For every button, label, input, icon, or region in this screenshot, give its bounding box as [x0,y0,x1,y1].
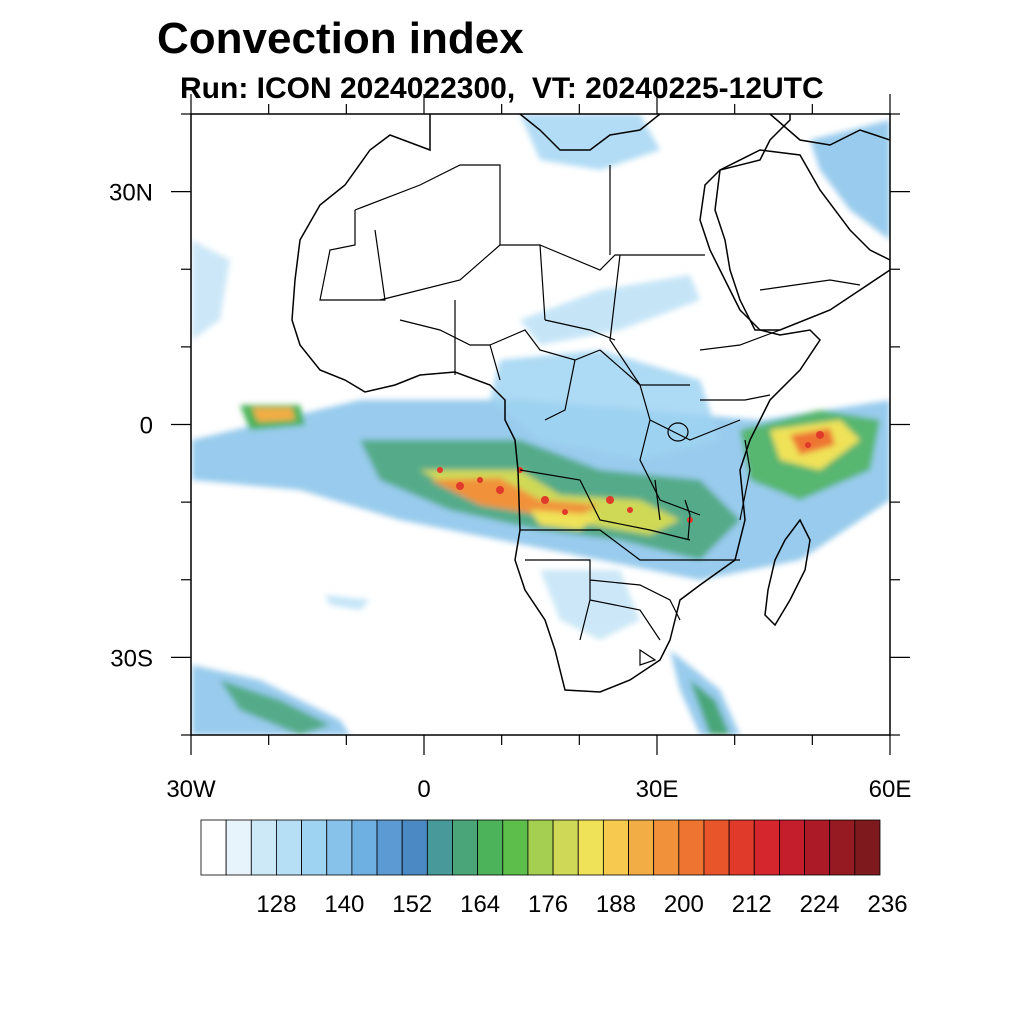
lakes [654,422,691,541]
convection-atlantic-cell-yellow [252,408,295,422]
colorbar-swatch [200,819,227,876]
y-tick-label: 30S [110,645,153,672]
convection-south-atlantic-green [220,680,330,735]
colorbar-swatch [426,819,453,876]
colorbar-labels: 128 140 152 164 176 188 200 212 224 236 [256,891,907,918]
axis-ticks [171,94,910,755]
map-subtitle: Run: ICON 2024022300, VT: 20240225-12UTC [180,72,824,105]
colorbar-swatch [376,819,403,876]
cloud-band-north-med [520,114,660,170]
colorbar-swatch [753,819,780,876]
colorbar-swatch [779,819,805,876]
cloud-patch-southern-africa [540,570,640,640]
anatolia-coastline [769,114,890,146]
map-title: Convection index [157,14,524,63]
colorbar-swatch [703,819,730,876]
africa-coastline [291,114,821,693]
cloud-band-sahel [520,275,700,345]
colorbar-label: 176 [528,891,568,918]
colorbar-label: 128 [256,891,296,918]
colorbar-swatch [326,819,353,876]
y-tick-label: 30N [109,180,153,207]
colorbar-swatch [502,819,529,876]
colorbar-swatch [250,819,277,876]
europe-coastline [519,114,661,151]
cloud-band-central-africa [490,350,720,460]
colorbar-swatch [225,819,252,876]
colorbar-swatch [351,819,378,876]
colorbar-swatch [829,819,856,876]
colorbar-swatch [577,819,604,876]
x-tick-label: 0 [417,776,430,803]
colorbar-label: 164 [460,891,500,918]
x-tick-label: 30W [166,776,216,803]
convection-cores [437,431,824,523]
colorbar-swatch [602,819,629,876]
colorbar-swatch [628,819,655,876]
colorbar-label: 200 [664,891,704,918]
arabia-coastline [714,149,890,331]
colorbar-swatch [728,819,755,876]
axis-tick-labels: 30W 0 30E 60E 30N 0 30S [109,180,911,803]
colorbar-swatch [301,819,328,876]
land-outlines [291,114,890,693]
madagascar-coastline [764,518,811,627]
x-tick-label: 60E [869,776,912,803]
colorbar-label: 236 [868,891,908,918]
colorbar-swatch [653,819,680,876]
colorbar-label: 152 [392,891,432,918]
y-tick-label: 0 [140,413,153,440]
cloud-patch-south-atlantic-small [325,595,370,610]
colorbar-swatch [678,819,705,876]
cloud-band-arabia [810,120,890,240]
colorbar-swatch [401,819,428,876]
colorbar-swatch [854,819,881,876]
colorbar-label: 188 [596,891,636,918]
convection-mozambique-green [690,680,730,735]
colorbar-label: 224 [800,891,840,918]
colorbar-swatch [527,819,554,876]
cloud-band-atlantic-north [192,240,230,340]
x-tick-label: 30E [636,776,679,803]
convection-angola-yellow [530,510,600,530]
country-borders [319,164,861,666]
colorbar-swatch [477,819,504,876]
convection-equatorial-orange [430,478,600,520]
colorbar-swatch [804,819,831,876]
colorbar-swatch [452,819,479,876]
colorbar-swatch [276,819,302,876]
colorbar-label: 212 [732,891,772,918]
colorbar [200,819,881,876]
colorbar-label: 140 [324,891,364,918]
colorbar-swatch [552,819,579,876]
convection-field [192,114,890,735]
